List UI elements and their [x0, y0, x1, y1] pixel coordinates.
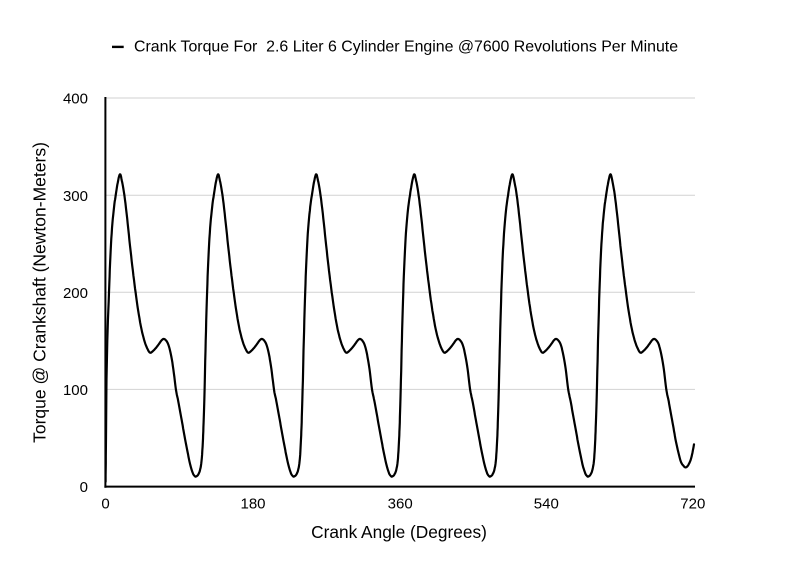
svg-text:0: 0 [80, 479, 88, 496]
svg-text:Crank Angle (Degrees): Crank Angle (Degrees) [311, 522, 487, 542]
svg-text:0: 0 [101, 495, 109, 512]
svg-text:Crank Torque For 2.6 Liter 6: Crank Torque For 2.6 Liter 6 Cylinder En… [134, 39, 678, 56]
svg-text:300: 300 [63, 188, 88, 205]
svg-text:360: 360 [388, 495, 413, 512]
svg-text:720: 720 [680, 495, 705, 512]
svg-text:200: 200 [63, 285, 88, 302]
svg-text:400: 400 [63, 91, 88, 108]
svg-text:Torque @ Crankshaft (Newton-Me: Torque @ Crankshaft (Newton-Meters) [30, 142, 50, 443]
svg-text:100: 100 [63, 382, 88, 399]
svg-text:180: 180 [240, 495, 265, 512]
svg-text:540: 540 [534, 495, 559, 512]
